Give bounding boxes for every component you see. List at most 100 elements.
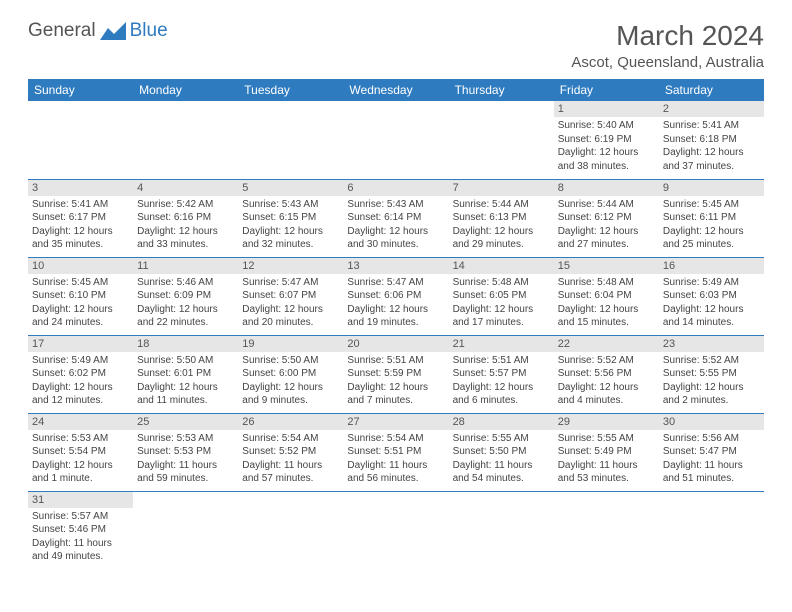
day-number: 12 (238, 258, 343, 274)
calendar-day: 29Sunrise: 5:55 AMSunset: 5:49 PMDayligh… (554, 413, 659, 491)
day-number: 7 (449, 180, 554, 196)
sunset-line: Sunset: 5:53 PM (137, 445, 234, 459)
daylight-line: Daylight: 12 hours and 14 minutes. (663, 303, 760, 330)
day-number: 19 (238, 336, 343, 352)
day-body: Sunrise: 5:41 AMSunset: 6:17 PMDaylight:… (28, 196, 133, 256)
sunrise-line: Sunrise: 5:54 AM (347, 432, 444, 446)
calendar-day: 16Sunrise: 5:49 AMSunset: 6:03 PMDayligh… (659, 257, 764, 335)
logo-text-2: Blue (130, 20, 168, 42)
day-number: 14 (449, 258, 554, 274)
sunrise-line: Sunrise: 5:41 AM (32, 198, 129, 212)
sunset-line: Sunset: 5:51 PM (347, 445, 444, 459)
day-number: 13 (343, 258, 448, 274)
calendar-day: 6 Sunrise: 5:43 AMSunset: 6:14 PMDaylight… (343, 179, 448, 257)
sunrise-line: Sunrise: 5:43 AM (347, 198, 444, 212)
day-body: Sunrise: 5:54 AMSunset: 5:52 PMDaylight:… (238, 430, 343, 490)
calendar-day: 30Sunrise: 5:56 AMSunset: 5:47 PMDayligh… (659, 413, 764, 491)
calendar-empty (133, 101, 238, 179)
calendar-row: 17Sunrise: 5:49 AMSunset: 6:02 PMDayligh… (28, 335, 764, 413)
daylight-line: Daylight: 12 hours and 35 minutes. (32, 225, 129, 252)
day-number: 11 (133, 258, 238, 274)
sunrise-line: Sunrise: 5:56 AM (663, 432, 760, 446)
day-number: 8 (554, 180, 659, 196)
day-body: Sunrise: 5:44 AMSunset: 6:13 PMDaylight:… (449, 196, 554, 256)
sunrise-line: Sunrise: 5:55 AM (558, 432, 655, 446)
calendar-day: 9Sunrise: 5:45 AMSunset: 6:11 PMDaylight… (659, 179, 764, 257)
sunset-line: Sunset: 6:00 PM (242, 367, 339, 381)
day-body: Sunrise: 5:49 AMSunset: 6:03 PMDaylight:… (659, 274, 764, 334)
calendar-day: 15Sunrise: 5:48 AMSunset: 6:04 PMDayligh… (554, 257, 659, 335)
calendar-day: 20Sunrise: 5:51 AMSunset: 5:59 PMDayligh… (343, 335, 448, 413)
day-body: Sunrise: 5:45 AMSunset: 6:11 PMDaylight:… (659, 196, 764, 256)
calendar-day: 31Sunrise: 5:57 AMSunset: 5:46 PMDayligh… (28, 491, 133, 569)
daylight-line: Daylight: 11 hours and 59 minutes. (137, 459, 234, 486)
calendar-empty (554, 491, 659, 569)
sunset-line: Sunset: 5:56 PM (558, 367, 655, 381)
calendar-empty (238, 491, 343, 569)
sunset-line: Sunset: 6:17 PM (32, 211, 129, 225)
day-body: Sunrise: 5:50 AMSunset: 6:01 PMDaylight:… (133, 352, 238, 412)
day-number: 9 (659, 180, 764, 196)
sunrise-line: Sunrise: 5:45 AM (32, 276, 129, 290)
day-body: Sunrise: 5:48 AMSunset: 6:04 PMDaylight:… (554, 274, 659, 334)
sunset-line: Sunset: 5:47 PM (663, 445, 760, 459)
day-number: 6 (343, 180, 448, 196)
sunset-line: Sunset: 6:14 PM (347, 211, 444, 225)
daylight-line: Daylight: 12 hours and 30 minutes. (347, 225, 444, 252)
calendar-empty (28, 101, 133, 179)
daylight-line: Daylight: 12 hours and 25 minutes. (663, 225, 760, 252)
sunrise-line: Sunrise: 5:42 AM (137, 198, 234, 212)
day-body: Sunrise: 5:46 AMSunset: 6:09 PMDaylight:… (133, 274, 238, 334)
calendar-empty (238, 101, 343, 179)
day-body: Sunrise: 5:55 AMSunset: 5:49 PMDaylight:… (554, 430, 659, 490)
logo-chart-icon (100, 22, 126, 40)
calendar-row: 1Sunrise: 5:40 AMSunset: 6:19 PMDaylight… (28, 101, 764, 179)
sunrise-line: Sunrise: 5:53 AM (137, 432, 234, 446)
sunset-line: Sunset: 6:11 PM (663, 211, 760, 225)
daylight-line: Daylight: 12 hours and 1 minute. (32, 459, 129, 486)
day-number: 21 (449, 336, 554, 352)
calendar-day: 19Sunrise: 5:50 AMSunset: 6:00 PMDayligh… (238, 335, 343, 413)
sunrise-line: Sunrise: 5:52 AM (663, 354, 760, 368)
calendar-empty (659, 491, 764, 569)
weekday-header: Saturday (659, 79, 764, 101)
day-number: 30 (659, 414, 764, 430)
day-number: 23 (659, 336, 764, 352)
daylight-line: Daylight: 12 hours and 4 minutes. (558, 381, 655, 408)
calendar-day: 17Sunrise: 5:49 AMSunset: 6:02 PMDayligh… (28, 335, 133, 413)
sunrise-line: Sunrise: 5:54 AM (242, 432, 339, 446)
calendar-day: 1Sunrise: 5:40 AMSunset: 6:19 PMDaylight… (554, 101, 659, 179)
sunset-line: Sunset: 5:50 PM (453, 445, 550, 459)
day-number: 1 (554, 101, 659, 117)
sunrise-line: Sunrise: 5:45 AM (663, 198, 760, 212)
sunrise-line: Sunrise: 5:48 AM (453, 276, 550, 290)
calendar-row: 3Sunrise: 5:41 AMSunset: 6:17 PMDaylight… (28, 179, 764, 257)
sunrise-line: Sunrise: 5:44 AM (453, 198, 550, 212)
weekday-header: Wednesday (343, 79, 448, 101)
calendar-day: 28Sunrise: 5:55 AMSunset: 5:50 PMDayligh… (449, 413, 554, 491)
daylight-line: Daylight: 11 hours and 54 minutes. (453, 459, 550, 486)
sunrise-line: Sunrise: 5:49 AM (32, 354, 129, 368)
daylight-line: Daylight: 12 hours and 2 minutes. (663, 381, 760, 408)
month-title: March 2024 (571, 20, 764, 52)
day-body: Sunrise: 5:48 AMSunset: 6:05 PMDaylight:… (449, 274, 554, 334)
sunset-line: Sunset: 6:18 PM (663, 133, 760, 147)
day-body: Sunrise: 5:40 AMSunset: 6:19 PMDaylight:… (554, 117, 659, 177)
daylight-line: Daylight: 12 hours and 6 minutes. (453, 381, 550, 408)
sunrise-line: Sunrise: 5:50 AM (137, 354, 234, 368)
sunset-line: Sunset: 6:05 PM (453, 289, 550, 303)
sunset-line: Sunset: 5:52 PM (242, 445, 339, 459)
day-number: 25 (133, 414, 238, 430)
day-number: 22 (554, 336, 659, 352)
logo-text-1: General (28, 20, 96, 42)
daylight-line: Daylight: 12 hours and 7 minutes. (347, 381, 444, 408)
daylight-line: Daylight: 12 hours and 12 minutes. (32, 381, 129, 408)
calendar: Sunday Monday Tuesday Wednesday Thursday… (28, 79, 764, 569)
sunrise-line: Sunrise: 5:40 AM (558, 119, 655, 133)
calendar-day: 26Sunrise: 5:54 AMSunset: 5:52 PMDayligh… (238, 413, 343, 491)
calendar-row: 10Sunrise: 5:45 AMSunset: 6:10 PMDayligh… (28, 257, 764, 335)
title-block: March 2024 Ascot, Queensland, Australia (571, 20, 764, 71)
daylight-line: Daylight: 12 hours and 15 minutes. (558, 303, 655, 330)
calendar-day: 5Sunrise: 5:43 AMSunset: 6:15 PMDaylight… (238, 179, 343, 257)
daylight-line: Daylight: 12 hours and 32 minutes. (242, 225, 339, 252)
